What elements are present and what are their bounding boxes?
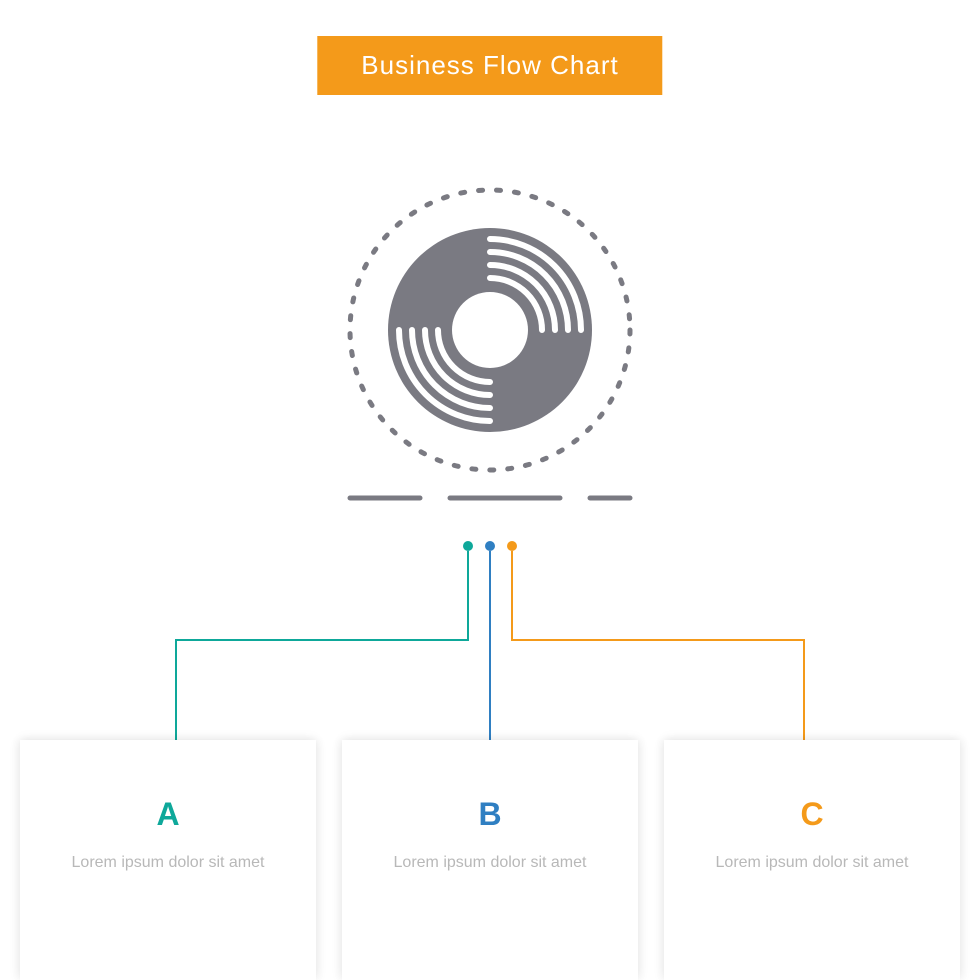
- card-letter: B: [478, 796, 501, 833]
- card-body: Lorem ipsum dolor sit amet: [72, 851, 265, 875]
- card-body: Lorem ipsum dolor sit amet: [394, 851, 587, 875]
- card-b: B Lorem ipsum dolor sit amet: [342, 740, 638, 980]
- cards-row: A Lorem ipsum dolor sit amet B Lorem ips…: [20, 740, 960, 980]
- connector-b: [485, 541, 495, 750]
- card-letter: A: [156, 796, 179, 833]
- card-letter: C: [800, 796, 823, 833]
- vinyl-disc-icon: [340, 180, 640, 480]
- card-c: C Lorem ipsum dolor sit amet: [664, 740, 960, 980]
- connector-c: [507, 541, 804, 750]
- hero-underline: [330, 490, 650, 500]
- connector-a: [176, 541, 473, 750]
- card-a: A Lorem ipsum dolor sit amet: [20, 740, 316, 980]
- hero-icon-container: [340, 180, 640, 480]
- page-title: Business Flow Chart: [317, 36, 662, 95]
- card-body: Lorem ipsum dolor sit amet: [716, 851, 909, 875]
